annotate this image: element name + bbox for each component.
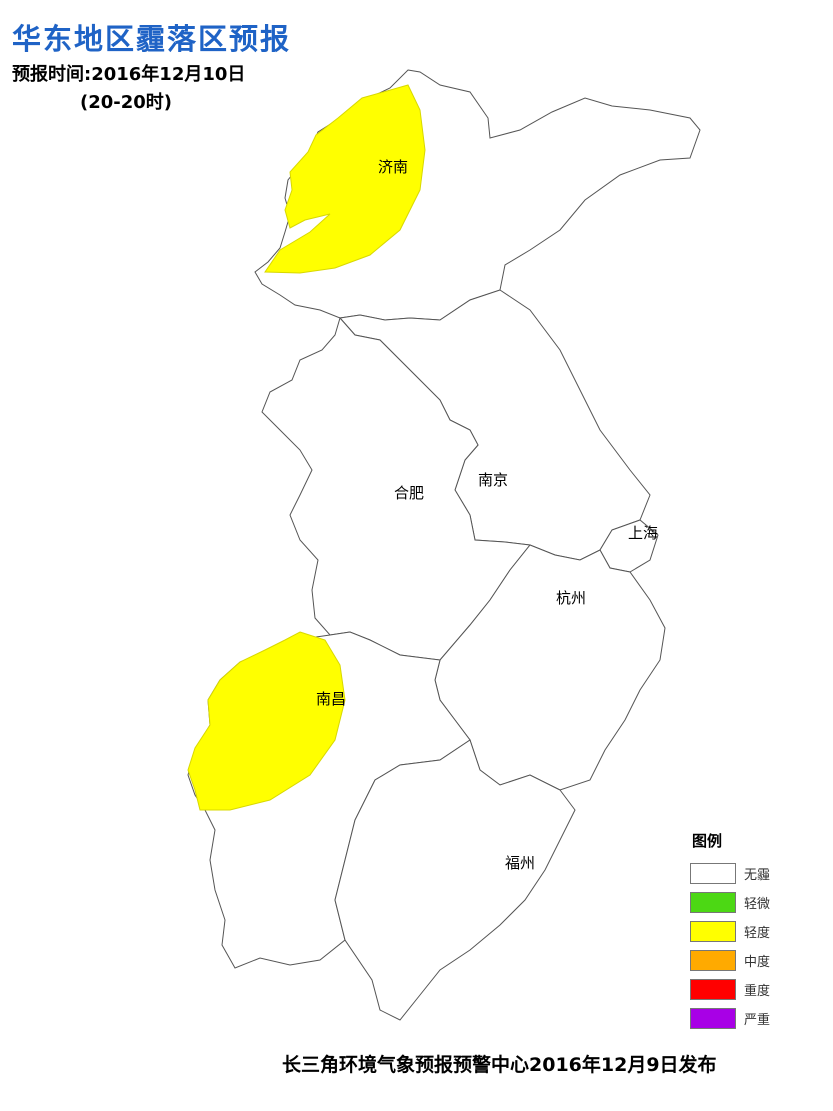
- legend-swatch: [690, 950, 736, 971]
- haze-zone-jinan: [264, 84, 426, 274]
- city-label-shanghai: 上海: [628, 524, 658, 542]
- legend-label: 严重: [744, 1013, 771, 1028]
- legend-title: 图例: [692, 832, 723, 850]
- legend-label: 轻微: [744, 897, 771, 912]
- legend-item-moderate: 中度: [690, 946, 770, 975]
- legend-item-heavy: 重度: [690, 975, 770, 1004]
- legend-label: 重度: [744, 984, 771, 999]
- city-label-nanchang: 南昌: [316, 690, 346, 708]
- city-label-fuzhou: 福州: [505, 854, 535, 872]
- forecast-range: (20-20时): [80, 92, 173, 113]
- city-label-hefei: 合肥: [394, 484, 424, 502]
- legend-item-none: 无霾: [690, 859, 770, 888]
- city-label-hangzhou: 杭州: [556, 589, 586, 607]
- legend-item-slight: 轻微: [690, 888, 770, 917]
- map-title: 华东地区霾落区预报: [12, 22, 292, 56]
- legend-item-light: 轻度: [690, 917, 770, 946]
- legend-swatch: [690, 1008, 736, 1029]
- legend: 图例 无霾 轻微 轻度 中度 重度 严重: [690, 830, 770, 1033]
- city-label-jinan: 济南: [378, 158, 408, 176]
- legend-label: 轻度: [744, 926, 771, 941]
- province-fujian: [334, 739, 576, 1021]
- legend-swatch: [690, 863, 736, 884]
- legend-swatch: [690, 921, 736, 942]
- legend-label: 中度: [744, 955, 771, 970]
- legend-swatch: [690, 979, 736, 1000]
- legend-item-severe: 严重: [690, 1004, 770, 1033]
- legend-swatch: [690, 892, 736, 913]
- legend-label: 无霾: [744, 868, 771, 883]
- forecast-time: 预报时间:2016年12月10日: [12, 64, 246, 85]
- city-label-nanjing: 南京: [478, 471, 508, 489]
- issuer-footer: 长三角环境气象预报预警中心2016年12月9日发布: [282, 1054, 717, 1076]
- haze-zone-nanchang: [187, 631, 346, 811]
